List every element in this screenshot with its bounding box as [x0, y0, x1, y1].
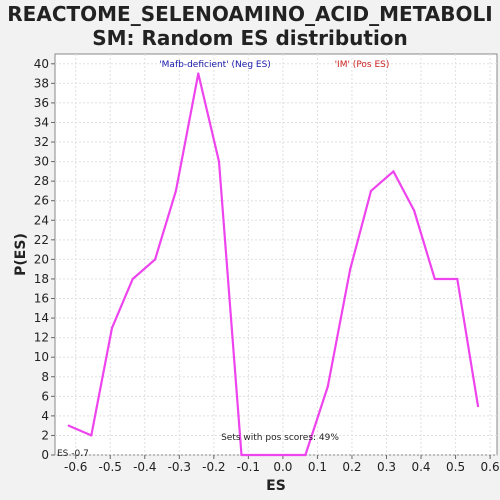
y-tick-label: 14: [34, 311, 49, 325]
y-tick-label: 8: [41, 370, 49, 384]
y-tick-label: 36: [34, 96, 49, 110]
y-tick-label: 6: [41, 389, 49, 403]
data-point: [67, 424, 70, 427]
plot-area: [54, 53, 498, 456]
pos-scores-label: Sets with pos scores: 49%: [221, 433, 339, 443]
y-tick-label: 38: [34, 76, 49, 90]
y-tick-label: 28: [34, 174, 49, 188]
data-point: [174, 189, 177, 193]
x-tick-label: 0.4: [411, 460, 430, 474]
y-tick-label: 26: [34, 194, 49, 208]
x-tick-label: -0.1: [237, 460, 260, 474]
data-point: [261, 453, 264, 457]
series-line: [68, 72, 480, 457]
y-tick-label: 40: [34, 57, 49, 71]
x-tick-label: -0.3: [168, 460, 191, 474]
data-point: [456, 277, 459, 281]
x-tick-label: 0.1: [308, 460, 327, 474]
y-tick-label: 24: [34, 213, 49, 227]
data-point: [392, 170, 395, 173]
data-point: [110, 326, 114, 329]
data-point: [349, 268, 352, 271]
data-point: [217, 160, 221, 163]
data-point: [90, 434, 93, 437]
neg-es-label: 'Mafb-deficient' (Neg ES): [159, 60, 271, 70]
y-tick-label: 0: [41, 448, 49, 462]
y-tick-label: 34: [34, 115, 49, 129]
grid-lines: [55, 54, 497, 456]
x-tick-label: -0.5: [99, 460, 122, 474]
x-tick-label: -0.4: [133, 460, 156, 474]
x-tick-label: -0.2: [202, 460, 225, 474]
x-axis: -0.6 -0.5 -0.4 -0.3 -0.2 -0.1 0.0 0.1 0.2 0.3 0.4 0…: [64, 455, 500, 474]
x-tick-label: -0.6: [64, 460, 87, 474]
pos-es-label: 'IM' (Pos ES): [335, 60, 390, 70]
data-point: [326, 385, 329, 388]
chart-title: REACTOME_SELENOAMINO_ACID_METABOLI SM: R…: [7, 2, 493, 50]
x-tick-label: 0.3: [377, 460, 396, 474]
y-tick-label: 18: [34, 272, 49, 286]
x-tick-label: 0.5: [446, 460, 465, 474]
y-tick-label: 20: [34, 252, 49, 266]
data-point: [413, 209, 416, 212]
data-point: [154, 258, 157, 261]
series-group: [67, 72, 480, 457]
y-tick-label: 4: [41, 409, 49, 423]
data-point: [369, 189, 373, 193]
data-point: [197, 72, 200, 75]
x-tick-label: 0.0: [273, 460, 292, 474]
y-tick-label: 10: [34, 350, 49, 364]
x-axis-label: ES: [266, 478, 286, 494]
data-point: [433, 277, 436, 281]
es-marker-label: ES -0.7: [57, 449, 89, 459]
data-point: [476, 404, 480, 408]
x-tick-label: 0.2: [342, 460, 361, 474]
y-tick-label: 12: [34, 331, 49, 345]
y-tick-label: 16: [34, 292, 49, 306]
y-axis-label: P(ES): [13, 233, 29, 276]
data-point: [131, 277, 134, 281]
y-tick-label: 22: [34, 233, 49, 247]
data-point: [240, 453, 243, 457]
y-tick-label: 30: [34, 155, 49, 169]
data-point: [304, 453, 307, 457]
y-tick-label: 2: [41, 428, 49, 442]
x-tick-label: 0.6: [481, 460, 500, 474]
data-point: [281, 453, 285, 457]
y-tick-label: 32: [34, 135, 49, 149]
